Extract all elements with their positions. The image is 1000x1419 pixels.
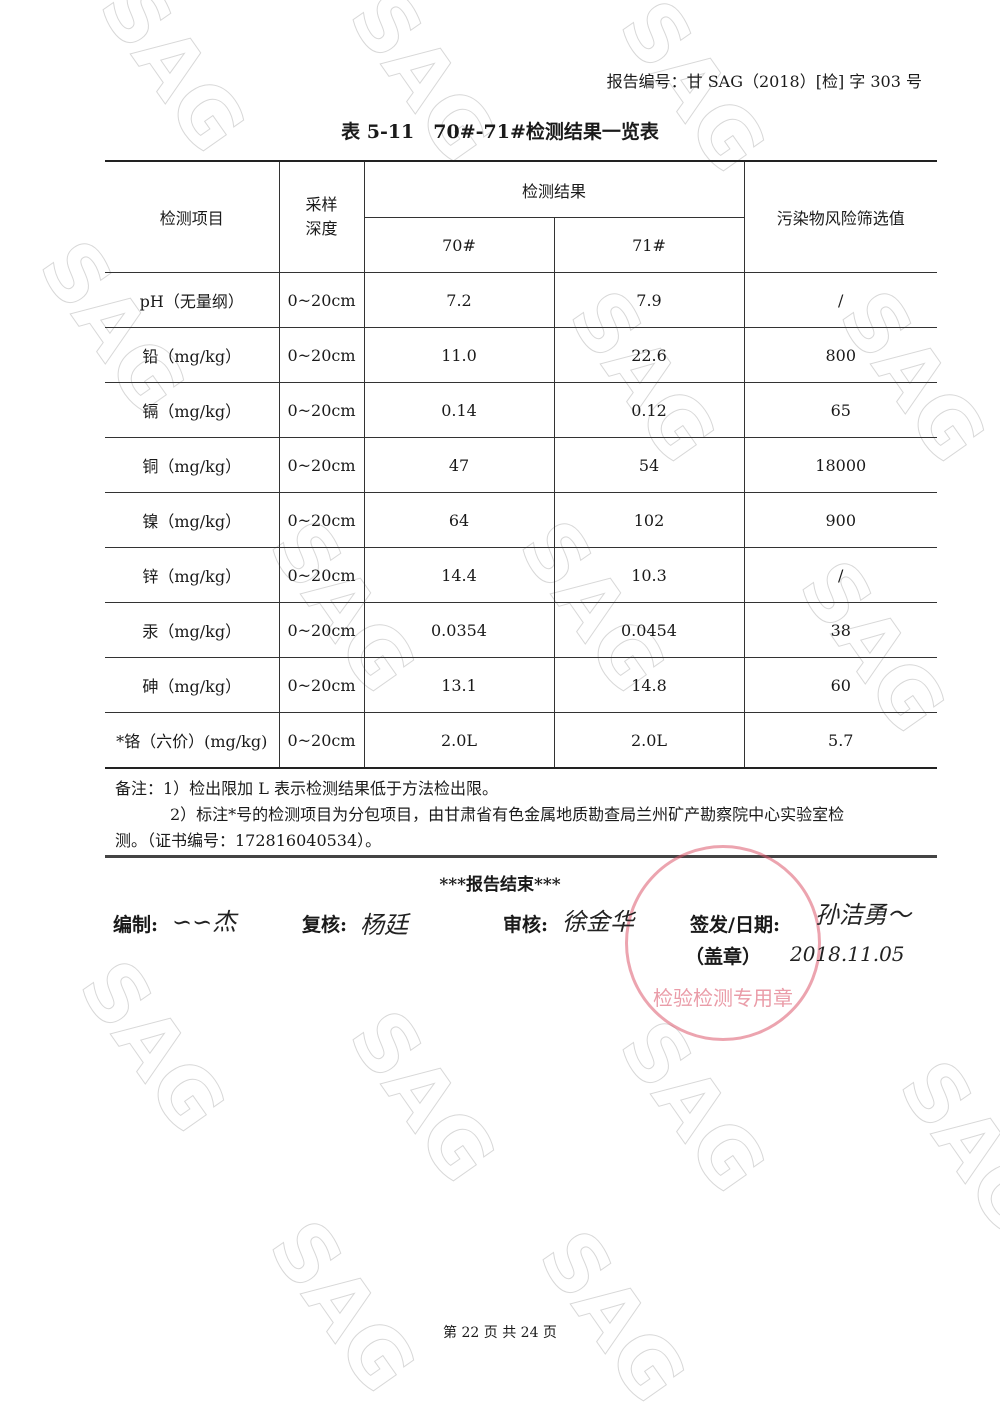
cell-screen: 60 — [743, 657, 937, 713]
cell-item: 砷（mg/kg） — [105, 657, 280, 713]
cell-item: *铬（六价）(mg/kg) — [105, 712, 280, 769]
cell-screen: 900 — [743, 492, 937, 548]
cell-screen: 65 — [743, 382, 937, 438]
table-title: 表 5-11 70#-71#检测结果一览表 — [341, 121, 659, 143]
cell-depth: 0~20cm — [278, 602, 365, 658]
official-seal: 检验检测专用章 — [625, 845, 821, 1041]
table-row: 镉（mg/kg） 0~20cm 0.14 0.12 65 — [105, 382, 937, 438]
cell-screen: 38 — [743, 602, 937, 658]
cell-depth: 0~20cm — [278, 327, 365, 383]
table-row: 锌（mg/kg） 0~20cm 14.4 10.3/ — [105, 547, 937, 603]
cell-screen: / — [743, 272, 937, 328]
cell-screen: 800 — [743, 327, 937, 383]
cell-depth: 0~20cm — [278, 437, 365, 493]
cell-item: 镍（mg/kg） — [105, 492, 280, 548]
audit-signature: 徐金华 — [562, 908, 634, 936]
table-row: pH（无量纲） 0~20cm 7.2 7.9/ — [105, 272, 937, 328]
cell-70: 11.0 — [363, 327, 555, 383]
note-2: 2）标注*号的检测项目为分包项目，由甘肃省有色金属地质勘查局兰州矿产勘察院中心实… — [170, 805, 845, 824]
cell-70: 0.0354 — [363, 602, 555, 658]
cell-item: 镉（mg/kg） — [105, 382, 280, 438]
table-row: 镍（mg/kg） 0~20cm 64 102 900 — [105, 492, 937, 548]
table-row: 铅（mg/kg） 0~20cm 11.0 22.6 800 — [105, 327, 937, 383]
cell-depth: 0~20cm — [278, 382, 365, 438]
cell-depth: 0~20cm — [278, 657, 365, 713]
table-row: 砷（mg/kg） 0~20cm 13.1 14.8 60 — [105, 657, 937, 713]
review-signature: 杨廷 — [360, 911, 408, 939]
table-row: *铬（六价）(mg/kg) 0~20cm 2.0L 2.0L 5.7 — [105, 712, 937, 769]
cell-70: 47 — [363, 437, 555, 493]
report-number: 报告编号：甘 SAG（2018）[检] 字 303 号 — [606, 72, 922, 91]
header-depth: 采样深度 — [278, 160, 365, 273]
header-screen: 污染物风险筛选值 — [743, 160, 937, 273]
watermark: SAG — [881, 1043, 1000, 1250]
issue-signature: 孙洁勇～ — [815, 901, 911, 929]
cell-70: 14.4 — [363, 547, 555, 603]
cell-71: 22.6 — [553, 327, 745, 383]
cell-depth: 0~20cm — [278, 272, 365, 328]
cell-71: 7.9 — [553, 272, 745, 328]
header-item: 检测项目 — [105, 160, 280, 273]
watermark: SAG — [521, 1213, 704, 1419]
cell-71: 2.0L — [553, 712, 745, 769]
cell-screen: 18000 — [743, 437, 937, 493]
cell-item: 铅（mg/kg） — [105, 327, 280, 383]
cell-71: 10.3 — [553, 547, 745, 603]
cell-70: 7.2 — [363, 272, 555, 328]
compile-label: 编制: — [113, 914, 159, 936]
cell-71: 102 — [553, 492, 745, 548]
seal-text: 检验检测专用章 — [653, 986, 793, 1010]
cell-item: 铜（mg/kg） — [105, 437, 280, 493]
audit-label: 审核: — [503, 914, 549, 936]
cell-item: 锌（mg/kg） — [105, 547, 280, 603]
cell-71: 14.8 — [553, 657, 745, 713]
seal-label: （盖章） — [685, 946, 762, 968]
cell-71: 0.0454 — [553, 602, 745, 658]
cell-70: 64 — [363, 492, 555, 548]
cell-item: pH（无量纲） — [105, 272, 280, 328]
table-row: 汞（mg/kg） 0~20cm 0.0354 0.0454 38 — [105, 602, 937, 658]
review-label: 复核: — [302, 914, 348, 936]
header-71: 71# — [553, 217, 744, 273]
cell-71: 54 — [553, 437, 745, 493]
issue-date: 2018.11.05 — [790, 942, 905, 966]
note-3: 测。（证书编号：172816040534）。 — [115, 831, 382, 850]
note-1: 备注：1）检出限加 L 表示检测结果低于方法检出限。 — [115, 779, 498, 798]
cell-screen: 5.7 — [743, 712, 937, 769]
cell-71: 0.12 — [553, 382, 745, 438]
watermark: SAG — [331, 993, 514, 1200]
cell-depth: 0~20cm — [278, 492, 365, 548]
watermark: SAG — [61, 943, 244, 1150]
watermark: SAG — [251, 1203, 434, 1410]
cell-depth: 0~20cm — [278, 712, 365, 769]
page-footer: 第 22 页 共 24 页 — [443, 1325, 557, 1341]
issue-label: 签发/日期: — [690, 914, 780, 936]
cell-item: 汞（mg/kg） — [105, 602, 280, 658]
cell-70: 13.1 — [363, 657, 555, 713]
cell-70: 2.0L — [363, 712, 555, 769]
header-70: 70# — [364, 217, 555, 273]
table-row: 铜（mg/kg） 0~20cm 47 54 18000 — [105, 437, 937, 493]
cell-70: 0.14 — [363, 382, 555, 438]
watermark: SAG — [331, 0, 514, 180]
report-end: ***报告结束*** — [439, 875, 561, 895]
notes: 备注：1）检出限加 L 表示检测结果低于方法检出限。 2）标注*号的检测项目为分… — [115, 776, 935, 854]
header-depth-label: 采样深度 — [305, 195, 338, 238]
compile-signature: ∽∽杰 — [172, 908, 237, 936]
results-table: 检测项目 采样深度 检测结果 污染物风险筛选值 70# 71# pH（无量纲） 0… — [105, 160, 937, 769]
cell-depth: 0~20cm — [278, 547, 365, 603]
header-results: 检测结果 — [363, 160, 745, 218]
divider — [105, 855, 937, 858]
cell-screen: / — [743, 547, 937, 603]
